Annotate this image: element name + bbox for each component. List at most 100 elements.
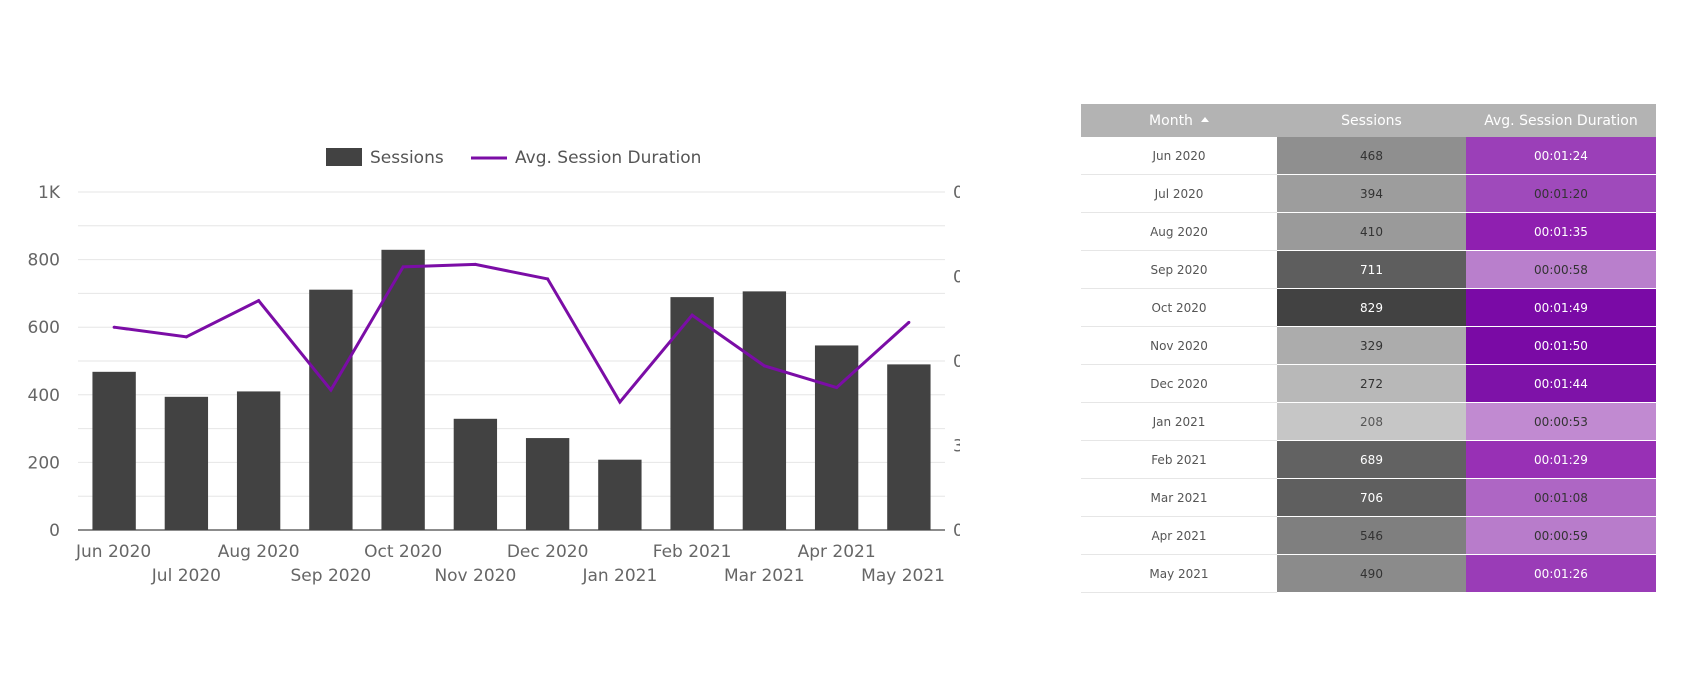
month-cell: Apr 2021 [1081,516,1277,555]
x-axis-tick-label: Jun 2020 [75,542,151,562]
sessions-bar[interactable] [381,249,425,530]
table-row[interactable]: Oct 2020 829 00:01:49 [1081,288,1656,327]
sessions-cell: 329 [1277,326,1466,365]
left-axis-tick-label: 200 [28,453,60,473]
x-axis-tick-label: Mar 2021 [724,566,805,586]
duration-cell: 00:01:50 [1466,326,1656,365]
right-axis-tick-label: 01:45 [953,268,960,288]
table-row[interactable]: Jan 2021 208 00:00:53 [1081,402,1656,441]
x-axis-tick-label: Dec 2020 [507,542,589,562]
x-axis-tick-label: Aug 2020 [218,542,300,562]
chart-legend: Sessions Avg. Session Duration [326,148,701,168]
table-row[interactable]: Aug 2020 410 00:01:35 [1081,212,1656,251]
duration-cell: 00:01:29 [1466,440,1656,479]
month-cell: Jun 2020 [1081,137,1277,175]
duration-point[interactable] [907,320,911,324]
duration-point[interactable] [473,262,477,266]
month-header-label: Month [1149,112,1193,129]
x-axis-tick-label: May 2021 [861,566,945,586]
month-cell: Dec 2020 [1081,364,1277,403]
sessions-cell: 711 [1277,250,1466,289]
duration-point[interactable] [762,364,766,368]
duration-line[interactable] [113,262,910,405]
sessions-cell: 490 [1277,554,1466,593]
sessions-bar[interactable] [887,364,931,530]
table-row[interactable]: Mar 2021 706 00:01:08 [1081,478,1656,517]
sessions-table: Month Sessions Avg. Session Duration Jun… [1081,104,1656,593]
sessions-bar[interactable] [453,418,498,530]
sessions-column-header[interactable]: Sessions [1277,104,1466,137]
sessions-bar[interactable] [525,438,570,530]
duration-cell: 00:00:59 [1466,516,1656,555]
duration-point[interactable] [401,265,405,269]
duration-point[interactable] [184,335,188,339]
duration-point[interactable] [618,400,622,404]
duration-point[interactable] [546,277,550,281]
duration-point[interactable] [690,313,694,317]
left-axis-tick-label: 0 [49,521,60,541]
x-axis-tick-label: Apr 2021 [798,542,876,562]
right-axis-tick-label: 02:20 [953,183,960,203]
duration-cell: 00:01:24 [1466,137,1656,175]
sessions-bar[interactable] [670,297,714,530]
sessions-cell: 394 [1277,174,1466,213]
table-header-row: Month Sessions Avg. Session Duration [1081,104,1656,137]
duration-column-header[interactable]: Avg. Session Duration [1466,104,1656,137]
month-cell: May 2021 [1081,554,1277,593]
duration-cell: 00:01:08 [1466,478,1656,517]
duration-point[interactable] [835,386,839,390]
x-axis-tick-label: Jan 2021 [581,566,657,586]
month-cell: Aug 2020 [1081,212,1277,251]
sessions-bar[interactable] [164,396,209,530]
table-row[interactable]: Feb 2021 689 00:01:29 [1081,440,1656,479]
duration-cell: 00:00:58 [1466,250,1656,289]
month-cell: Sep 2020 [1081,250,1277,289]
sessions-cell: 689 [1277,440,1466,479]
sessions-bar[interactable] [309,289,353,530]
right-axis-tick-label: 00 [953,521,960,541]
duration-cell: 00:01:26 [1466,554,1656,593]
legend-duration-label: Avg. Session Duration [515,148,701,168]
month-cell: Mar 2021 [1081,478,1277,517]
month-column-header[interactable]: Month [1081,104,1277,137]
sessions-cell: 829 [1277,288,1466,327]
right-axis-tick-label: 01:10 [953,352,960,372]
sessions-bar[interactable] [92,371,136,530]
duration-point[interactable] [329,388,333,392]
table-row[interactable]: Jul 2020 394 00:01:20 [1081,174,1656,213]
left-axis-tick-label: 600 [28,318,60,338]
combo-chart: Sessions Avg. Session Duration 0 200 400 60… [28,148,960,586]
duration-cell: 00:00:53 [1466,402,1656,441]
month-cell: Nov 2020 [1081,326,1277,365]
table-row[interactable]: Sep 2020 711 00:00:58 [1081,250,1656,289]
x-axis-tick-label: Oct 2020 [364,542,442,562]
table-row[interactable]: Nov 2020 329 00:01:50 [1081,326,1656,365]
sort-ascending-icon [1200,117,1209,122]
x-axis-tick-label: Feb 2021 [653,542,732,562]
sessions-bar[interactable] [236,391,281,530]
x-axis-tick-label: Jul 2020 [151,566,221,586]
legend-sessions-label: Sessions [370,148,444,168]
duration-cell: 00:01:35 [1466,212,1656,251]
left-axis-tick-label: 1K [38,183,61,203]
left-axis-tick-label: 800 [28,251,60,271]
sessions-bar[interactable] [598,459,642,530]
sessions-cell: 272 [1277,364,1466,403]
table-row[interactable]: May 2021 490 00:01:26 [1081,554,1656,593]
duration-header-label: Avg. Session Duration [1484,112,1638,129]
duration-point[interactable] [257,299,261,303]
duration-cell: 00:01:49 [1466,288,1656,327]
left-axis-tick-label: 400 [28,386,60,406]
sessions-bar[interactable] [742,291,787,530]
duration-point[interactable] [112,325,116,329]
table-row[interactable]: Jun 2020 468 00:01:24 [1081,137,1656,175]
legend-sessions-swatch [326,148,362,166]
month-cell: Jan 2021 [1081,402,1277,441]
sessions-header-label: Sessions [1341,112,1402,129]
table-row[interactable]: Dec 2020 272 00:01:44 [1081,364,1656,403]
x-axis-tick-label: Nov 2020 [434,566,516,586]
table-row[interactable]: Apr 2021 546 00:00:59 [1081,516,1656,555]
month-cell: Jul 2020 [1081,174,1277,213]
sessions-cell: 468 [1277,137,1466,175]
month-cell: Oct 2020 [1081,288,1277,327]
